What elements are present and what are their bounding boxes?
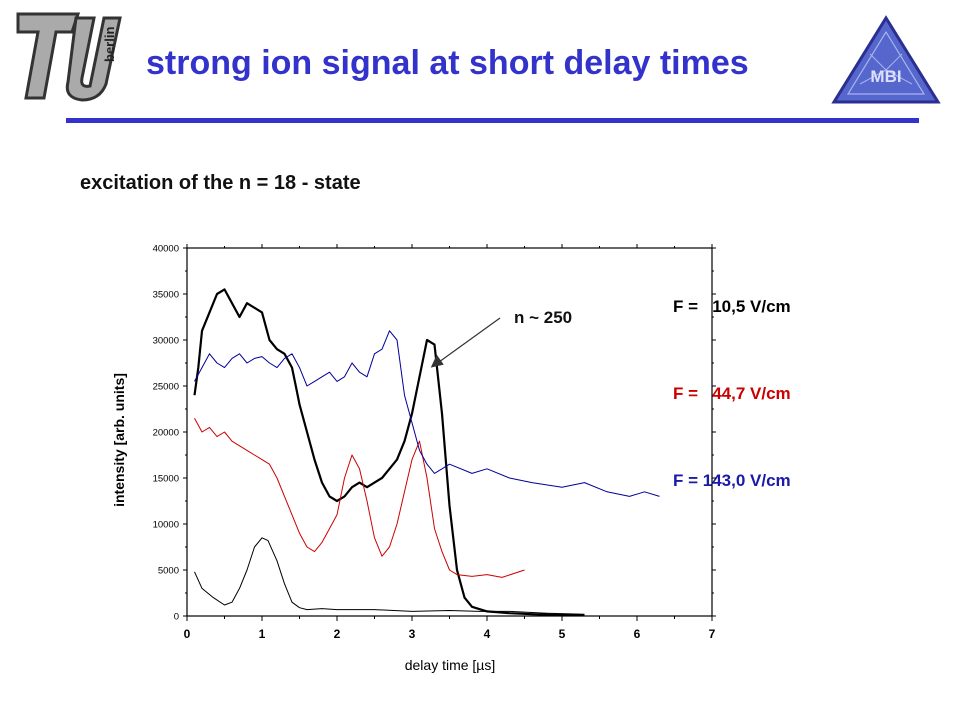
annotation-arrow-line	[436, 317, 501, 365]
plot-border	[186, 247, 713, 617]
x-tick-label: 1	[259, 627, 266, 641]
legend-item-44-7: F = 44,7 V/cm	[673, 384, 791, 403]
y-tick-label: 0	[174, 612, 179, 623]
annotation-label: n ~ 250	[514, 308, 572, 327]
series-line-1	[193, 288, 585, 617]
x-axis: 0 1 2 3 4 5 6 7	[184, 244, 716, 641]
legend-item-143-0: F = 143,0 V/cm	[673, 471, 791, 490]
y-axis-title: intensity [arb. units]	[111, 373, 127, 507]
legend: F = 10,5 V/cm F = 44,7 V/cm F = 143,0 V/…	[673, 234, 791, 524]
slide-title: strong ion signal at short delay times	[146, 44, 749, 82]
mbi-logo: MBI	[831, 15, 941, 104]
legend-item-10-5: F = 10,5 V/cm	[673, 297, 791, 316]
y-tick-label: 30000	[153, 336, 179, 347]
tu-logo-text: berlin	[102, 27, 117, 62]
y-tick-label: 40000	[153, 244, 179, 255]
series-line-0	[194, 537, 585, 615]
x-tick-label: 3	[409, 627, 416, 641]
annotation-layer: n ~ 250	[430, 308, 572, 368]
y-tick-label: 20000	[153, 428, 179, 439]
y-tick-label: 5000	[158, 566, 179, 577]
y-tick-label: 25000	[153, 382, 179, 393]
x-tick-label: 4	[484, 627, 491, 641]
mbi-logo-text: MBI	[870, 67, 901, 86]
x-tick-label: 0	[184, 627, 191, 641]
plot-frame	[186, 247, 713, 617]
y-tick-label: 10000	[153, 520, 179, 531]
slide-subtitle: excitation of the n = 18 - state	[80, 172, 361, 194]
series-layer	[193, 288, 660, 617]
x-axis-title: delay time [µs]	[405, 657, 496, 673]
x-tick-label: 5	[559, 627, 566, 641]
x-tick-label: 2	[334, 627, 341, 641]
annotation-arrowhead	[430, 354, 444, 368]
series-line-3	[194, 330, 660, 497]
title-divider	[66, 118, 919, 123]
y-axis: 0 5000 10000 15000 20000 25000 30000 35000 40000	[153, 244, 716, 623]
y-tick-label: 15000	[153, 474, 179, 485]
series-line-2	[194, 417, 525, 578]
x-tick-label: 7	[709, 627, 716, 641]
y-tick-label: 35000	[153, 290, 179, 301]
tu-berlin-logo: berlin	[16, 12, 122, 102]
x-tick-label: 6	[634, 627, 641, 641]
